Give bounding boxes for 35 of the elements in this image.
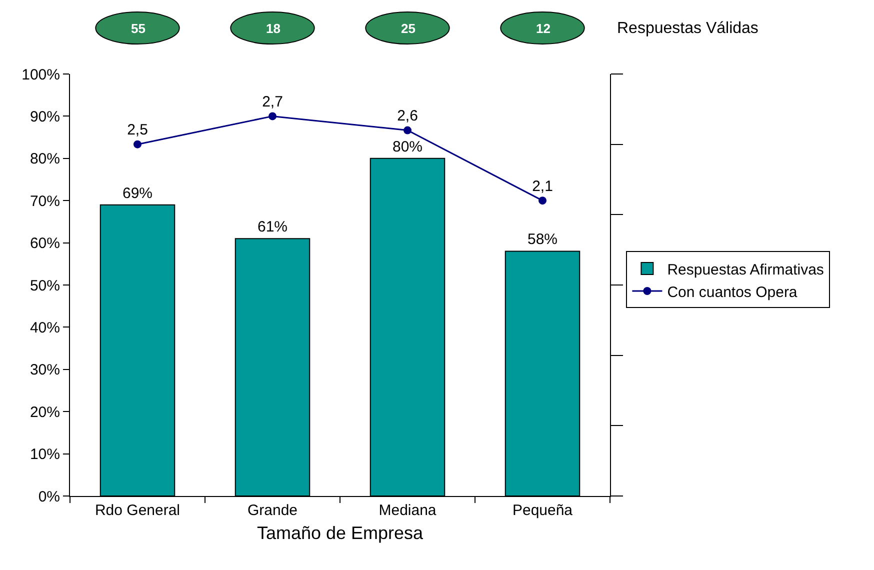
- text: 18: [266, 21, 280, 36]
- y-tick-label: 90%: [30, 108, 60, 126]
- legend-label: Respuestas Afirmativas: [667, 261, 824, 278]
- data-label: 2,7: [262, 93, 283, 110]
- x-tick-label: Mediana: [378, 502, 437, 519]
- y-tick-label: 60%: [30, 235, 60, 252]
- y-tick-label: 100%: [22, 66, 60, 84]
- point: [134, 140, 142, 148]
- y-tick-label: 30%: [30, 362, 60, 379]
- text: 55: [131, 21, 146, 36]
- point: [404, 126, 412, 134]
- text: 12: [536, 21, 550, 36]
- y-tick-label: 70%: [30, 192, 60, 210]
- y-tick-label: 40%: [30, 319, 60, 336]
- legend-label: Con cuantos Opera: [667, 284, 798, 301]
- x-tick-label: Pequeña: [512, 502, 574, 519]
- text: 25: [401, 21, 416, 36]
- y-tick-label: 0%: [38, 488, 60, 506]
- y-tick-label: 10%: [30, 446, 60, 464]
- data-label: 61%: [257, 218, 288, 236]
- data-label: 69%: [122, 184, 153, 202]
- x-tick-label: Rdo General: [94, 502, 180, 519]
- x-tick-label: Grande: [247, 502, 298, 519]
- y-tick-label: 50%: [30, 277, 60, 294]
- point: [538, 196, 546, 205]
- text: Respuestas Válidas: [617, 20, 758, 37]
- data-label: 80%: [392, 138, 423, 156]
- data-label: 58%: [527, 231, 558, 248]
- data-label: 2,6: [397, 108, 418, 125]
- data-label: 2,5: [127, 122, 148, 139]
- data-label: 2,1: [532, 178, 553, 195]
- y-tick-label: 20%: [30, 404, 60, 421]
- y-tick-label: 80%: [30, 150, 60, 168]
- point: [268, 112, 276, 120]
- x-axis-title: Tamaño de Empresa: [256, 523, 424, 544]
